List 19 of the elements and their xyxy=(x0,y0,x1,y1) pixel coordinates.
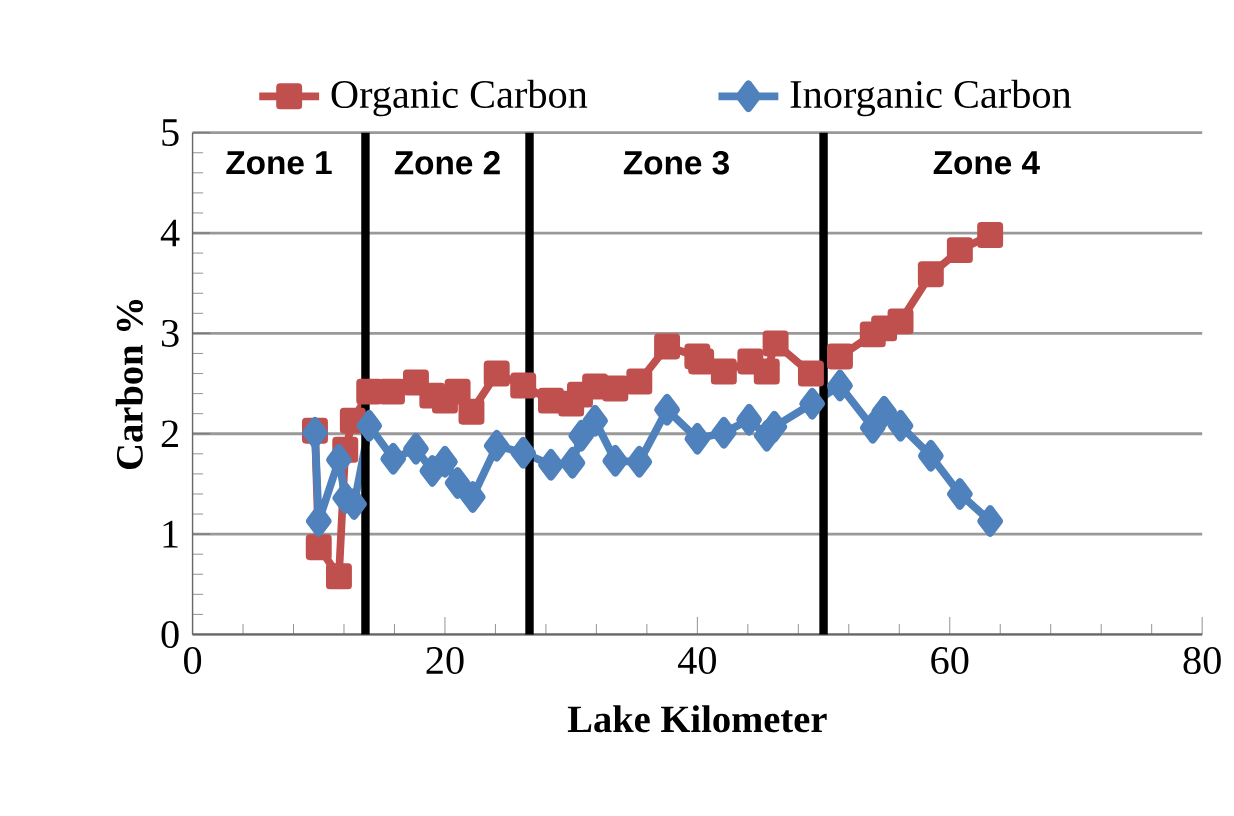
y-tick-label: 2 xyxy=(161,420,178,448)
y-axis-title: Carbon % xyxy=(115,299,143,470)
x-tick-label: 80 xyxy=(1183,646,1221,675)
annotation: Zone 1 xyxy=(226,151,332,175)
x-tick-label: 0 xyxy=(184,646,202,675)
x-tick-label: 40 xyxy=(677,646,716,675)
y-tick-label: 0 xyxy=(161,620,179,649)
x-tick-label: 20 xyxy=(426,646,464,675)
x-axis-title: Lake Kilometer xyxy=(567,705,827,733)
annotation: Zone 3 xyxy=(623,150,729,175)
annotation: Zone 4 xyxy=(933,151,1040,175)
annotation: Zone 2 xyxy=(394,150,500,175)
y-tick-label: 4 xyxy=(160,219,180,247)
legend-label: Organic Carbon xyxy=(331,79,588,117)
y-tick-label: 1 xyxy=(163,520,178,548)
legend-label: Inorganic Carbon xyxy=(790,79,1072,117)
y-tick-label: 5 xyxy=(162,119,179,147)
x-tick-label: 60 xyxy=(931,646,969,675)
y-tick-label: 3 xyxy=(161,319,179,347)
